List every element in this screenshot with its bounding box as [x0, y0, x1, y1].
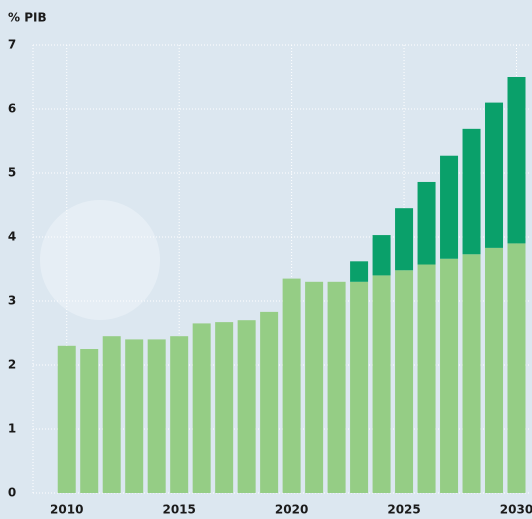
bar — [350, 282, 368, 493]
y-tick-label: 3 — [8, 294, 16, 308]
bar — [283, 279, 301, 493]
x-tick-label: 2015 — [162, 503, 195, 517]
bar — [350, 261, 368, 281]
chart: % PIB 0 1 2 3 4 5 6 7 2010 2015 2020 2025 2030 — [0, 0, 532, 519]
x-tick-label: 2010 — [50, 503, 83, 517]
x-tick-label: 2030 — [500, 503, 532, 517]
bar — [440, 156, 458, 259]
bar — [418, 265, 436, 493]
y-tick-label: 5 — [8, 166, 16, 180]
y-tick-label: 2 — [8, 358, 16, 372]
bar — [395, 270, 413, 493]
bar — [238, 320, 256, 493]
bar — [373, 275, 391, 493]
y-tick-label: 7 — [8, 38, 16, 52]
y-tick-label: 4 — [8, 230, 16, 244]
y-tick-label: 0 — [8, 486, 16, 500]
bar — [485, 103, 503, 248]
bar — [508, 77, 526, 243]
bar — [103, 336, 121, 493]
bar — [148, 339, 166, 493]
bar — [193, 323, 211, 493]
bar — [328, 282, 346, 493]
x-tick-label: 2025 — [387, 503, 420, 517]
bar — [170, 336, 188, 493]
y-axis-label: % PIB — [8, 11, 47, 25]
y-tick-label: 6 — [8, 102, 16, 116]
bar — [485, 248, 503, 493]
page: % PIB 0123456720102015202020252030 (() =… — [0, 0, 532, 519]
bar — [58, 346, 76, 493]
bar — [508, 243, 526, 493]
bar — [215, 322, 233, 493]
bar — [373, 235, 391, 275]
bar — [418, 182, 436, 265]
bar — [260, 312, 278, 493]
bar — [125, 339, 143, 493]
x-tick-label: 2020 — [275, 503, 308, 517]
y-tick-label: 1 — [8, 422, 16, 436]
bar — [395, 208, 413, 270]
bar — [463, 254, 481, 493]
bar — [440, 259, 458, 493]
bar — [80, 349, 98, 493]
bar — [305, 282, 323, 493]
bar — [463, 129, 481, 254]
decoration — [40, 200, 160, 320]
